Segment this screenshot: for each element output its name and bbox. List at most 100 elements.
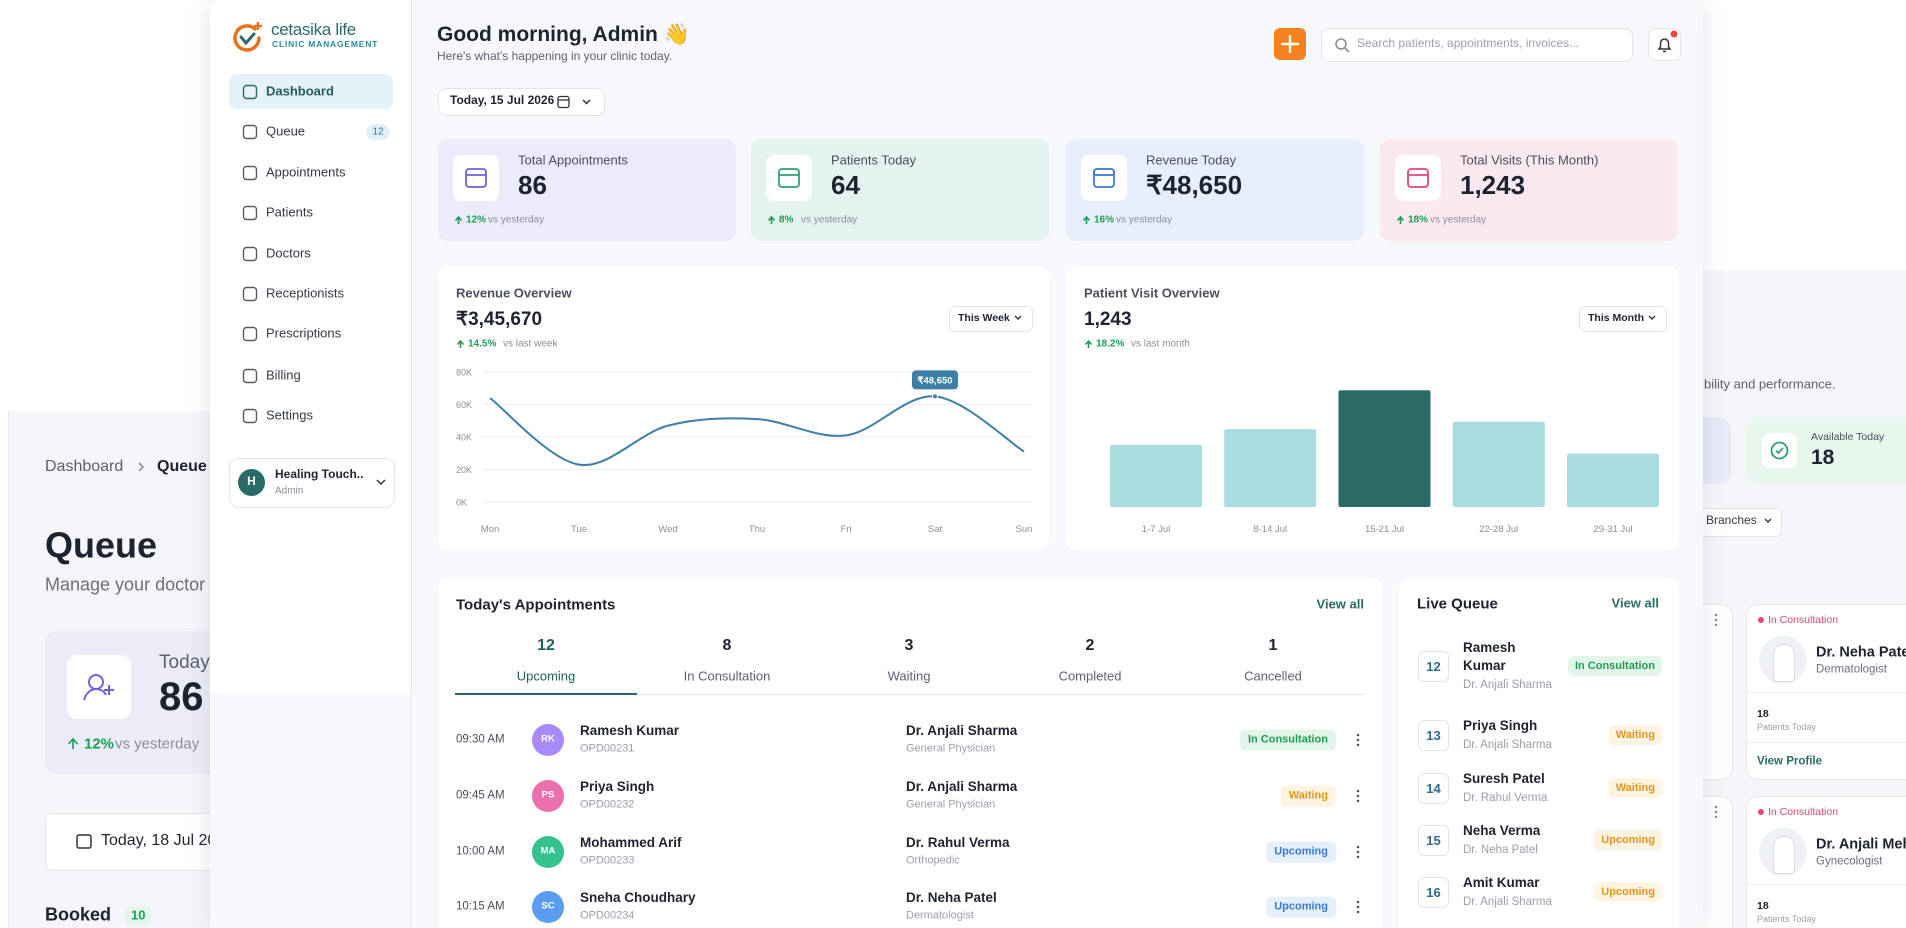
nav-icon <box>242 165 258 181</box>
stat-change-note: vs yesterday <box>1430 214 1487 226</box>
dot <box>1356 905 1360 909</box>
nav-icon <box>242 205 258 221</box>
patient-id: OPD00231 <box>580 742 635 755</box>
appt-time: 09:45 AM <box>456 789 505 802</box>
dot <box>1714 618 1718 622</box>
nav-item[interactable]: Doctors <box>266 245 311 261</box>
section-title: Today's Appointments <box>456 596 616 614</box>
breadcrumb-separator <box>138 462 145 472</box>
doctor-patients-label: Patients Today <box>1757 721 1816 732</box>
patient-avatar <box>532 891 564 923</box>
live-queue-card <box>1399 577 1679 928</box>
queue-text: Amit Kumar Dr. Anjali Sharma <box>1463 874 1580 909</box>
y-tick-label: 20K <box>456 465 472 475</box>
more-button[interactable] <box>1355 845 1361 859</box>
nav-item[interactable]: Billing <box>266 367 301 383</box>
arrow-shape <box>1082 215 1091 224</box>
clinic-role: Admin <box>275 485 304 497</box>
x-tick-label: Thu <box>749 524 765 535</box>
x-tick-label: 15-21 Jul <box>1365 524 1404 535</box>
filter-label: Branches <box>1706 513 1757 528</box>
section-title: Live Queue <box>1417 595 1498 613</box>
appointments-card <box>438 577 1382 928</box>
stat-change-note: vs yesterday <box>488 214 545 226</box>
dot <box>1356 855 1360 859</box>
chart-title: Patient Visit Overview <box>1084 285 1220 301</box>
notification-button[interactable] <box>1648 28 1681 61</box>
queue-text: Priya Singh Dr. Anjali Sharma <box>1463 717 1595 752</box>
dot <box>1714 815 1718 819</box>
tab-count: 12 <box>537 636 555 654</box>
doctor-specialty: Dermatologist <box>1816 663 1887 676</box>
tab-label[interactable]: Cancelled <box>1244 668 1302 684</box>
tab-label[interactable]: Upcoming <box>516 668 576 684</box>
stat-icon-box <box>1395 155 1441 201</box>
chevron-shape <box>376 479 386 486</box>
icon-shape <box>242 326 258 342</box>
queue-doctor: Dr. Anjali Sharma <box>1463 678 1552 691</box>
section-title: Booked <box>45 904 112 925</box>
nav-item[interactable]: Patients <box>266 204 313 220</box>
doctor-name: Dr. Neha Patel <box>906 890 997 906</box>
view-all-link[interactable]: View all <box>1611 595 1659 611</box>
bar <box>1452 421 1545 507</box>
doctor-name: Dr. Rahul Verma <box>906 835 1010 851</box>
view-profile-link[interactable]: View Profile <box>1757 755 1822 768</box>
add-button[interactable] <box>1274 28 1306 60</box>
more-button[interactable] <box>1355 900 1361 914</box>
x-tick-label: Sat <box>928 524 943 535</box>
stat-value: 86 <box>518 170 547 201</box>
more-button[interactable] <box>1355 789 1361 803</box>
chart-total: 1,243 <box>1084 309 1132 331</box>
dot <box>1714 805 1718 809</box>
doctor-avatar-figure <box>1773 644 1795 682</box>
patient-id: OPD00232 <box>580 798 635 811</box>
search-box[interactable] <box>1321 28 1633 62</box>
tab-label[interactable]: In Consultation <box>683 668 771 684</box>
period-label: This Week <box>958 311 1010 324</box>
doctor-patients: 18 <box>1757 707 1769 720</box>
patient-avatar <box>532 724 564 756</box>
status-pill: In Consultation <box>1239 729 1336 751</box>
date-icons <box>557 95 591 109</box>
dot <box>1356 733 1360 737</box>
stat-value: 1,243 <box>1460 170 1526 201</box>
chart-total: ₹3,45,670 <box>456 309 543 331</box>
status-dot <box>1758 809 1764 815</box>
date-filter: Today, 15 Jul 2026 <box>450 93 555 108</box>
period-select[interactable] <box>949 306 1033 332</box>
status-pill: Upcoming <box>1266 841 1336 863</box>
y-tick-label: 80K <box>456 368 472 378</box>
nav-item[interactable]: Appointments <box>266 164 346 180</box>
view-all-link[interactable]: View all <box>1316 596 1364 612</box>
avatar-initials: RK <box>541 733 555 745</box>
clinic-selector[interactable] <box>229 458 395 508</box>
nav-item[interactable]: Receptionists <box>266 285 345 301</box>
date-picker[interactable] <box>438 88 605 116</box>
nav-item[interactable]: Dashboard <box>266 83 334 99</box>
queue-text: Ramesh Kumar Dr. Anjali Sharma <box>1463 639 1554 692</box>
tab-label[interactable]: Waiting <box>887 668 931 684</box>
bell-icon <box>1657 30 1678 53</box>
status-pill: Waiting <box>1280 785 1336 807</box>
bg-stat-icon <box>67 655 131 719</box>
dot <box>1356 794 1360 798</box>
icon <box>83 674 114 701</box>
icon-shape <box>778 168 800 188</box>
nav-item[interactable]: Queue <box>266 123 306 139</box>
revenue-line <box>489 395 1025 466</box>
icon-shape <box>242 368 258 384</box>
stat-label: Total Visits (This Month) <box>1460 152 1599 168</box>
tooltip-box <box>912 370 958 390</box>
brand-name: cetasika life <box>271 20 356 40</box>
chart-change-note: vs last week <box>503 338 558 350</box>
breadcrumb: Dashboard <box>45 457 124 475</box>
more-button[interactable] <box>1355 733 1361 747</box>
doctor-status: In Consultation <box>1768 805 1839 818</box>
nav-item[interactable]: Settings <box>266 407 313 423</box>
tab-label[interactable]: Completed <box>1058 668 1122 684</box>
queue-row: 13 Priya Singh Dr. Anjali Sharma Waiting <box>1418 695 1662 775</box>
chart-change-note: vs last month <box>1131 338 1190 350</box>
nav-item[interactable]: Prescriptions <box>266 325 342 341</box>
